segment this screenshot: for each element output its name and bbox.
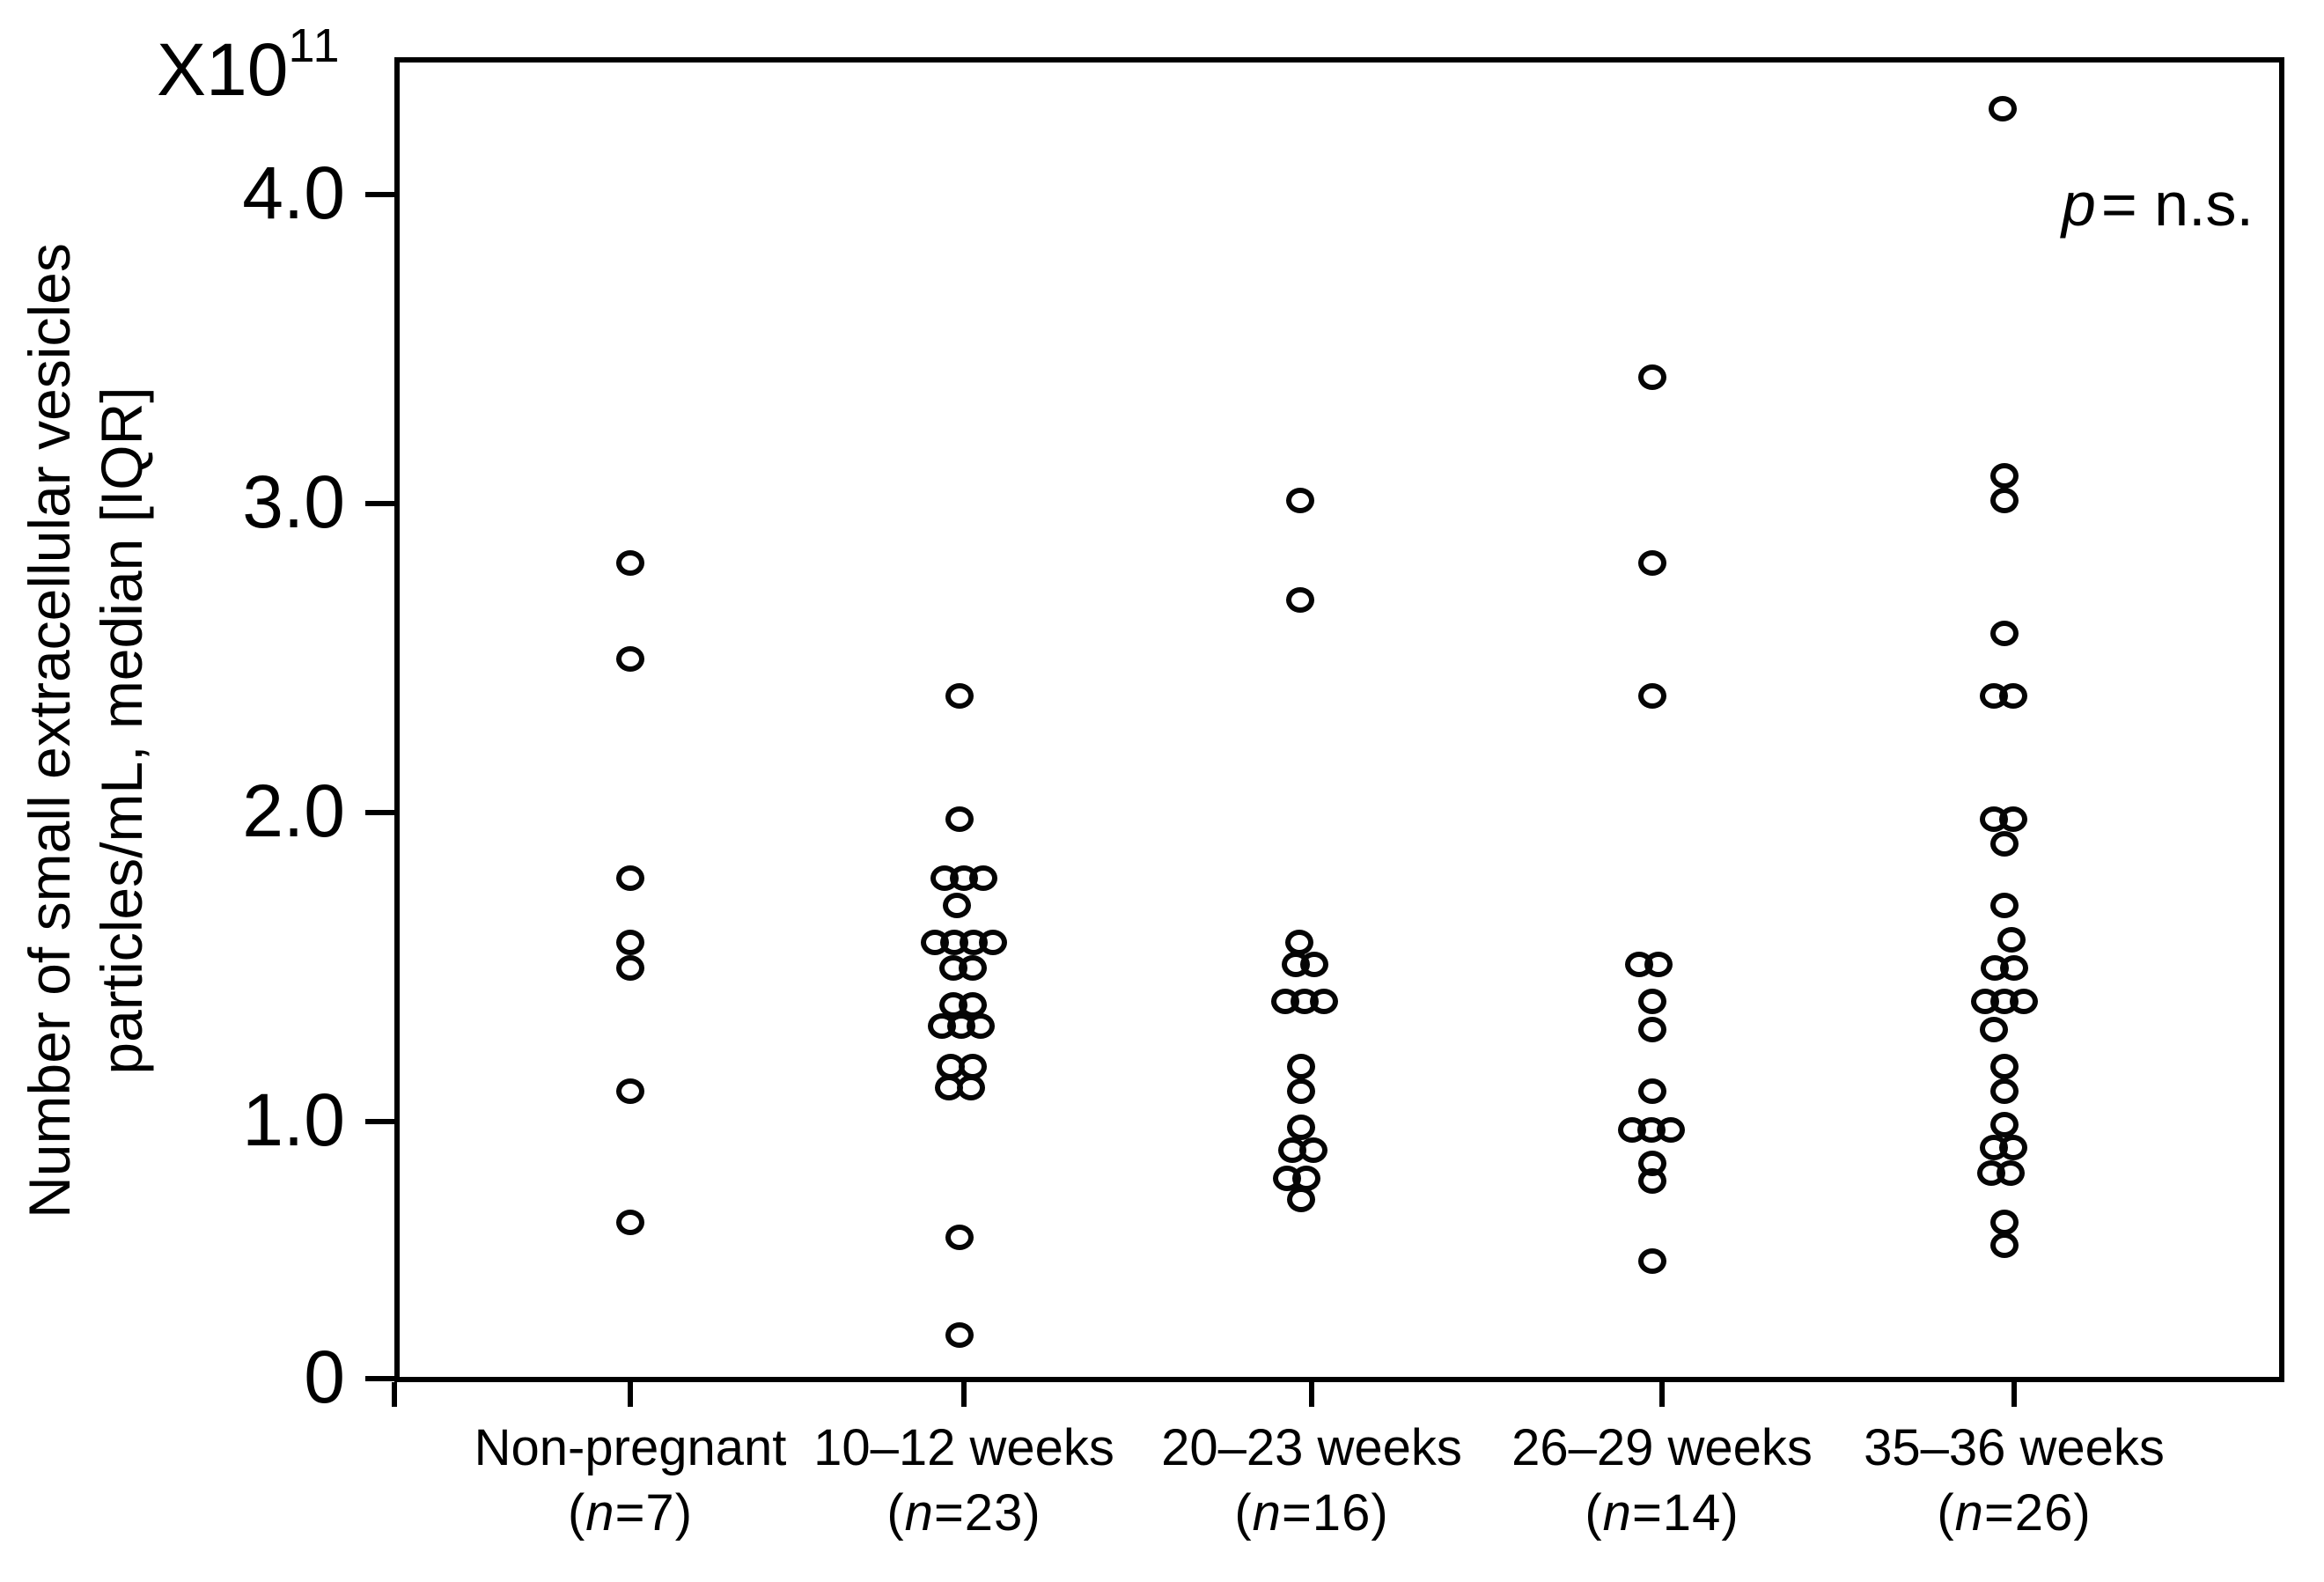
data-point-marker [1310,989,1338,1015]
y-axis-title-line2: particles/mL, median [IQR] [89,386,154,1075]
data-point-marker [1638,1078,1666,1104]
data-point-marker [1638,1247,1666,1274]
x-category-label: 26–29 weeks (n=14) [1468,1416,1856,1546]
data-point-marker [1287,1078,1315,1104]
y-tick-label: 0 [304,1336,345,1418]
data-point-marker [1300,951,1328,977]
data-point-marker [1990,1209,2019,1235]
data-point-marker [1638,1168,1666,1195]
data-point-marker [1286,586,1314,613]
y-axis-tick [365,810,397,815]
data-point-marker [1638,682,1666,709]
data-point-marker [1990,1111,2019,1137]
data-point-marker [1990,463,2019,489]
x-category-label: 35–36 weeks (n=26) [1820,1416,2208,1546]
data-point-marker [1657,1116,1685,1143]
data-point-marker [616,954,644,981]
category-name: Non-pregnant [474,1419,787,1476]
y-axis-tick [365,501,397,506]
category-n-count: (n=26) [1937,1484,2092,1542]
data-point-marker [1990,1053,2019,1079]
data-point-marker [1299,1137,1327,1164]
y-axis-tick [365,1119,397,1124]
data-point-marker [1287,1186,1315,1212]
data-point-marker [945,1322,974,1349]
data-point-marker [1999,682,2027,709]
data-point-marker [945,806,974,833]
category-n-count: (n=14) [1585,1484,1739,1542]
data-point-marker [2000,954,2028,981]
data-point-marker [1990,1078,2019,1104]
multiplier-exponent: 11 [288,19,342,72]
category-n-count: (n=23) [886,1484,1041,1542]
data-point-marker [616,549,644,576]
category-n-count: (n=16) [1234,1484,1389,1542]
y-axis-tick [365,192,397,197]
p-value-text: = n.s. [2100,170,2254,239]
data-point-marker [1287,1053,1315,1079]
data-point-marker [1287,1114,1315,1140]
y-tick-label: 4.0 [242,151,345,234]
data-point-marker [1999,1135,2027,1161]
data-point-marker [616,930,644,956]
data-point-marker [1999,806,2027,833]
x-category-label: 10–12 weeks (n=23) [770,1416,1158,1546]
data-point-marker [1286,488,1314,514]
data-point-marker [1644,951,1673,977]
data-point-marker [945,1225,974,1251]
data-point-marker [979,930,1007,956]
y-tick-label: 2.0 [242,769,345,852]
data-point-marker [1990,831,2019,857]
data-point-marker [943,893,971,919]
data-point-marker [945,682,974,709]
data-point-marker [1990,1232,2019,1259]
category-n-count: (n=7) [567,1484,694,1542]
x-axis-tick [628,1382,633,1407]
data-point-marker [1638,1016,1666,1042]
plot-area-frame [394,57,2284,1382]
x-axis-tick [961,1382,967,1407]
y-axis-multiplier-label: X1011 [157,5,342,110]
p-symbol: p [2061,170,2096,239]
data-point-marker [616,1209,644,1235]
y-tick-label: 1.0 [242,1078,345,1161]
multiplier-base: X10 [157,28,289,111]
data-point-marker [1990,621,2019,647]
data-point-marker [959,954,987,981]
x-axis-tick [392,1382,397,1407]
data-point-marker [1638,549,1666,576]
data-point-marker [967,1013,995,1040]
data-point-marker [1989,95,2017,121]
data-point-marker [2010,989,2038,1015]
data-point-marker [1990,488,2019,514]
x-category-label: Non-pregnant (n=7) [437,1416,824,1546]
category-name: 35–36 weeks [1864,1419,2165,1476]
category-name: 10–12 weeks [813,1419,1114,1476]
data-point-marker [1638,989,1666,1015]
y-tick-label: 3.0 [242,460,345,543]
data-point-marker [616,645,644,672]
data-point-marker [616,865,644,891]
data-point-marker [1997,926,2026,953]
x-axis-tick [1659,1382,1665,1407]
data-point-marker [1638,364,1666,391]
category-name: 20–23 weeks [1161,1419,1462,1476]
y-axis-tick [365,1376,397,1381]
p-value-annotation: p= n.s. [1963,169,2254,239]
y-axis-title: Number of small extracellular vesicles p… [13,22,163,1439]
x-axis-tick [2011,1382,2017,1407]
data-point-marker [1997,1160,2025,1187]
data-point-marker [1980,1016,2008,1042]
x-axis-tick [1309,1382,1314,1407]
data-point-marker [957,1075,985,1101]
x-category-label: 20–23 weeks (n=16) [1118,1416,1505,1546]
y-axis-title-line1: Number of small extracellular vesicles [17,243,82,1218]
category-name: 26–29 weeks [1511,1419,1813,1476]
data-point-marker [969,865,997,891]
data-point-marker [616,1078,644,1104]
data-point-marker [1990,893,2019,919]
